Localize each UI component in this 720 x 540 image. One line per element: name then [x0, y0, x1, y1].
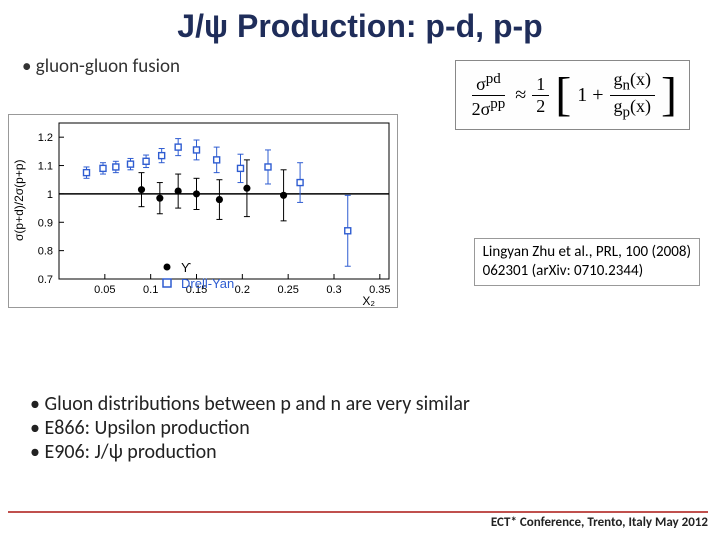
svg-text:0.3: 0.3 — [326, 284, 341, 296]
upsilon-legend-label: ϒ — [181, 260, 191, 275]
page-title: J/ψ Production: p-d, p-p — [0, 0, 720, 45]
svg-text:1.2: 1.2 — [38, 132, 53, 144]
ratio-chart: 0.70.80.911.11.20.050.10.150.20.250.30.3… — [8, 114, 398, 308]
svg-text:1: 1 — [47, 189, 53, 201]
bullet-3: E906: J/ψ production — [30, 440, 470, 464]
svg-text:0.1: 0.1 — [143, 284, 158, 296]
approx: ≈ — [515, 84, 526, 107]
one-plus: 1 + — [577, 84, 603, 107]
gp: gp(x) — [610, 96, 656, 122]
upsilon-legend-icon — [159, 261, 175, 273]
bottom-bullets: Gluon distributions between p and n are … — [30, 392, 470, 464]
citation-line-1: Lingyan Zhu et al., PRL, 100 (2008) — [483, 243, 691, 262]
svg-text:0.25: 0.25 — [277, 284, 298, 296]
formula: σpd 2σpp ≈ 1 2 [ 1 + gn(x) gp(x) ] — [455, 60, 690, 130]
half-den: 2 — [532, 96, 549, 117]
bracket-l: [ — [555, 75, 571, 115]
svg-text:0.8: 0.8 — [38, 246, 53, 258]
formula-lhs-num: σpd — [472, 71, 505, 96]
drellyan-legend-label: Drell-Yan — [181, 276, 234, 291]
drellyan-legend-icon — [159, 277, 175, 289]
bullet-2: E866: Upsilon production — [30, 416, 470, 440]
svg-text:0.7: 0.7 — [38, 274, 53, 286]
footer: ECT* Conference, Trento, Italy May 2012 — [8, 511, 708, 530]
svg-text:1.1: 1.1 — [38, 161, 53, 173]
chart-legend: ϒ Drell-Yan — [159, 259, 234, 291]
citation-line-2: 062301 (arXiv: 0710.2344) — [483, 262, 691, 281]
svg-text:0.05: 0.05 — [94, 284, 115, 296]
svg-text:X₂: X₂ — [362, 294, 375, 308]
bullet-1: Gluon distributions between p and n are … — [30, 392, 470, 416]
gn: gn(x) — [610, 69, 656, 96]
formula-lhs-den: 2σpp — [468, 96, 510, 120]
svg-text:σ(p+d)/2σ(p+p): σ(p+d)/2σ(p+p) — [12, 159, 26, 241]
bracket-r: ] — [661, 75, 677, 115]
svg-text:0.9: 0.9 — [38, 217, 53, 229]
half-num: 1 — [532, 74, 549, 96]
citation-box: Lingyan Zhu et al., PRL, 100 (2008) 0623… — [474, 238, 700, 286]
svg-text:0.2: 0.2 — [235, 284, 250, 296]
